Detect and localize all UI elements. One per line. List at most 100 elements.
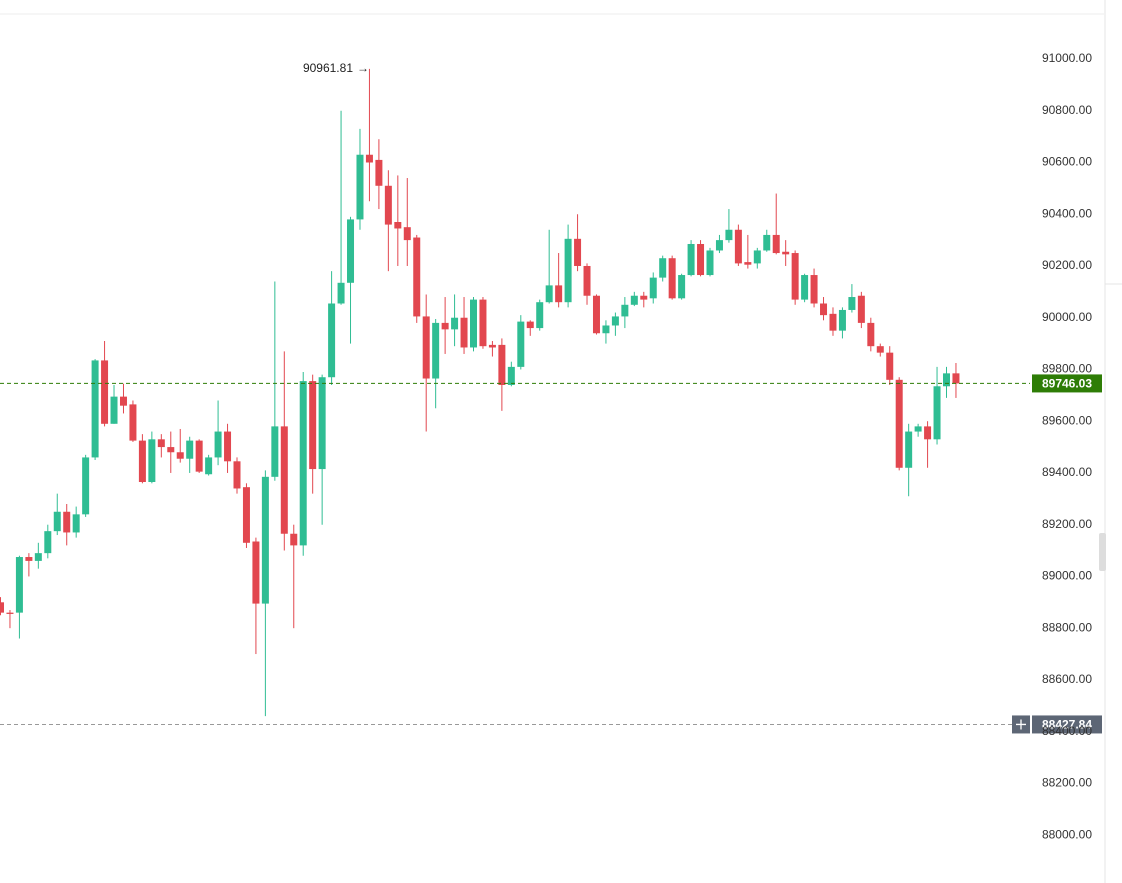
candle-body xyxy=(678,275,686,299)
candle-body xyxy=(470,299,477,348)
plot-area xyxy=(0,68,1030,725)
candle-body xyxy=(224,431,232,462)
crosshair-tag: 88427.84 xyxy=(1012,715,1102,734)
candle-body xyxy=(403,227,411,241)
crosshair-box xyxy=(1032,715,1102,734)
candle-body xyxy=(365,154,373,163)
y-tick-label: 91000.00 xyxy=(1042,51,1092,65)
candle-body xyxy=(611,316,619,326)
y-tick-label: 88800.00 xyxy=(1042,620,1092,634)
candle-body xyxy=(63,511,71,533)
candle-body xyxy=(242,487,250,543)
candle-body xyxy=(706,250,714,276)
candle-body xyxy=(791,253,799,300)
candle-body xyxy=(72,514,80,533)
y-tick-label: 90800.00 xyxy=(1042,103,1092,117)
candle-body xyxy=(810,275,818,304)
candle-body xyxy=(876,346,884,353)
candle-body xyxy=(82,457,90,515)
candle-body xyxy=(384,185,392,225)
candle-body xyxy=(507,366,515,385)
candle-body xyxy=(394,222,402,229)
candle-body xyxy=(6,612,14,614)
candle-body xyxy=(328,303,336,378)
candle-body xyxy=(640,295,648,300)
candle-body xyxy=(602,325,610,334)
y-tick-label: 90600.00 xyxy=(1042,155,1092,169)
candle-body xyxy=(725,229,733,241)
panel-handle[interactable] xyxy=(1099,533,1106,571)
candle-body xyxy=(432,322,440,379)
candle-body xyxy=(460,317,468,348)
candle-body xyxy=(91,360,99,458)
candle-body xyxy=(422,316,430,379)
candle-body xyxy=(205,457,213,475)
y-tick-label: 88000.00 xyxy=(1042,827,1092,841)
candle-body xyxy=(261,476,269,604)
candle-body xyxy=(488,344,496,348)
candle-body xyxy=(820,303,828,316)
candle-body xyxy=(659,258,667,278)
candle-body xyxy=(592,295,600,334)
candle-body xyxy=(895,379,903,468)
candle-body xyxy=(25,557,33,561)
y-tick-label: 89400.00 xyxy=(1042,465,1092,479)
candle-body xyxy=(867,322,875,347)
candle-body xyxy=(536,302,544,329)
y-tick-label: 89600.00 xyxy=(1042,413,1092,427)
candle-body xyxy=(148,439,156,483)
candle-body xyxy=(924,426,932,440)
y-tick-label: 90400.00 xyxy=(1042,206,1092,220)
high-annotation: 90961.81 xyxy=(303,61,353,75)
candle-body xyxy=(526,321,534,329)
candle-body xyxy=(564,238,572,303)
candle-body xyxy=(53,511,61,532)
candle-body xyxy=(933,386,941,440)
candle-body xyxy=(280,426,288,534)
candle-body xyxy=(129,404,137,441)
candle-body xyxy=(347,219,355,283)
candle-body xyxy=(668,258,676,299)
candle-body xyxy=(252,541,260,604)
candle-body xyxy=(441,322,449,330)
y-tick-label: 88200.00 xyxy=(1042,776,1092,790)
candle-body xyxy=(649,277,657,299)
candle-body xyxy=(952,373,960,384)
candle-body xyxy=(214,431,222,458)
candle-body xyxy=(167,447,175,453)
y-tick-label: 90200.00 xyxy=(1042,258,1092,272)
y-tick-label: 89000.00 xyxy=(1042,569,1092,583)
candle-body xyxy=(479,299,487,347)
candle-body xyxy=(34,553,42,561)
candle-body xyxy=(337,282,345,304)
candle-body xyxy=(555,285,563,303)
candle-body xyxy=(782,251,790,255)
candle-body xyxy=(829,313,837,331)
candle-body xyxy=(186,440,194,459)
annotation-arrow: → xyxy=(357,61,369,75)
candle-body xyxy=(914,426,922,432)
candle-body xyxy=(545,285,553,303)
plus-icon xyxy=(1016,719,1026,730)
candle-body xyxy=(697,243,705,276)
candle-body xyxy=(290,533,298,546)
candle-body xyxy=(413,237,421,317)
last-price-box xyxy=(1032,374,1102,393)
y-tick-label: 88400.00 xyxy=(1042,724,1092,738)
candle-body xyxy=(574,238,582,266)
candle-body xyxy=(176,452,184,459)
candle-body xyxy=(517,321,525,367)
last-price-tag: 89746.03 xyxy=(1032,374,1102,393)
crosshair-label: 88427.84 xyxy=(1042,718,1092,732)
candle-body xyxy=(498,344,506,385)
candle-body xyxy=(233,461,241,489)
candle-body xyxy=(356,154,364,220)
candle-body xyxy=(119,396,127,406)
y-tick-label: 88600.00 xyxy=(1042,672,1092,686)
candle-body xyxy=(110,396,118,424)
y-tick-label: 89800.00 xyxy=(1042,362,1092,376)
candle-body xyxy=(451,317,459,330)
last-price-label: 89746.03 xyxy=(1042,377,1092,391)
candle-body xyxy=(309,381,317,470)
